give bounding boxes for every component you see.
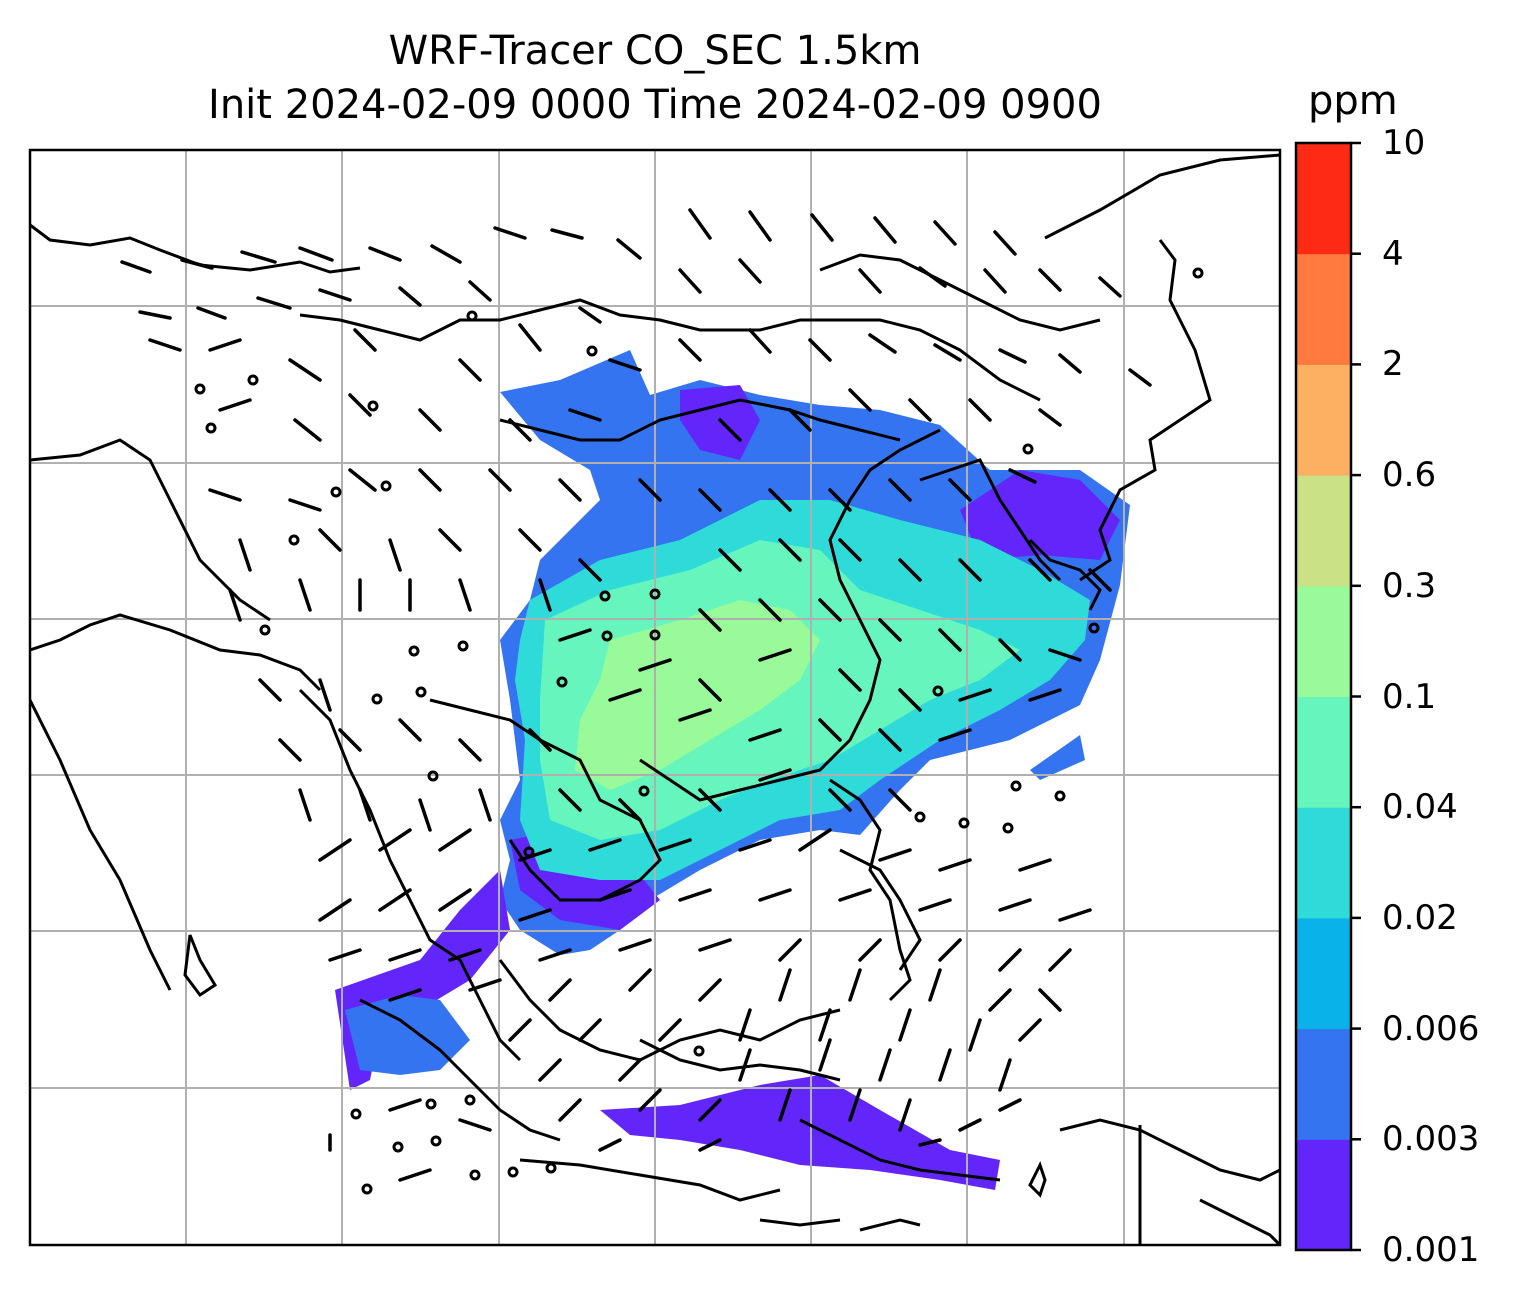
plume-east-purple: [960, 470, 1120, 560]
colorbar: [1294, 141, 1361, 1252]
colorbar-segment: [1296, 143, 1351, 255]
colorbar-segments: [1296, 143, 1351, 1251]
colorbar-segment: [1296, 585, 1351, 697]
chart-title-line2: Init 2024-02-09 0000 Time 2024-02-09 090…: [208, 82, 1102, 128]
colorbar-segment: [1296, 917, 1351, 1030]
colorbar-tick-label: 0.003: [1382, 1119, 1480, 1160]
wind-barbs: [120, 208, 1152, 1182]
map-axes-frame: [28, 148, 1282, 1247]
colorbar-tick-label: 0.006: [1382, 1008, 1480, 1049]
plume-java: [600, 1075, 1000, 1190]
colorbar-tick-label: 0.001: [1382, 1230, 1480, 1270]
colorbar-tick-label: 0.02: [1382, 897, 1458, 938]
colorbar-tick-label: 0.3: [1382, 565, 1437, 606]
plume-lightgreen: [575, 600, 820, 790]
plume-philippines: [1030, 735, 1085, 780]
colorbar-tick-label: 4: [1382, 233, 1404, 274]
colorbar-tick-label: 0.6: [1382, 455, 1437, 496]
calm-circles: [194, 267, 1204, 1195]
colorbar-segment: [1296, 1139, 1351, 1251]
plume-southsea-blue: [345, 995, 470, 1075]
colorbar-tick-label: 10: [1382, 123, 1426, 163]
colorbar-segment: [1296, 807, 1351, 919]
colorbar-unit-label: ppm: [1308, 78, 1398, 124]
colorbar-tick-label: 0.04: [1382, 787, 1458, 828]
colorbar-tick-label: 2: [1382, 344, 1404, 385]
colorbar-segment: [1296, 253, 1351, 365]
chart-title-line1: WRF-Tracer CO_SEC 1.5km: [388, 28, 922, 74]
colorbar-tick-label: 0.1: [1382, 676, 1437, 717]
colorbar-segment: [1296, 475, 1351, 587]
colorbar-ticks: [1351, 141, 1361, 1252]
colorbar-segment: [1296, 364, 1351, 476]
colorbar-segment: [1296, 1028, 1351, 1140]
colorbar-segment: [1296, 696, 1351, 808]
coastlines: [30, 153, 1280, 1245]
